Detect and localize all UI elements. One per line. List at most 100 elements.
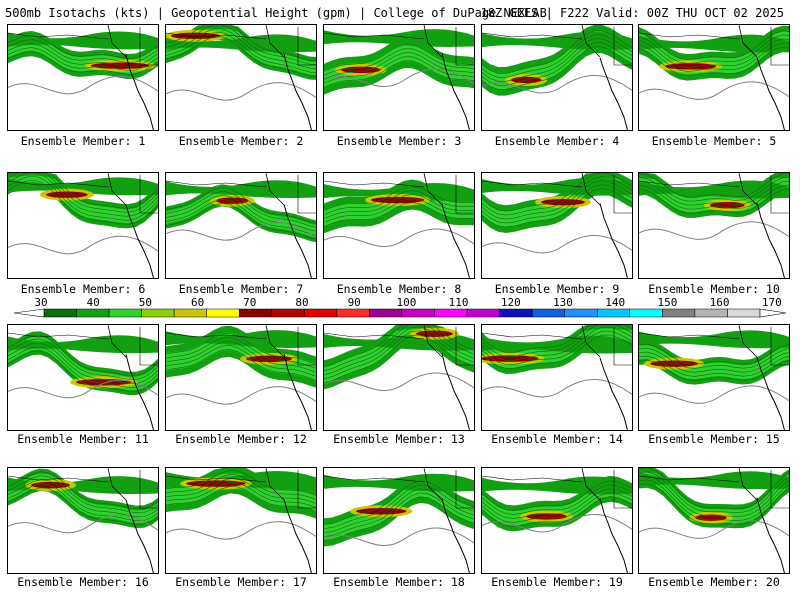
height-contour: [166, 386, 316, 405]
ensemble-panel-15: [638, 324, 790, 431]
panel-map: [639, 173, 789, 278]
country-border: [324, 32, 425, 40]
colorbar-swatch: [108, 308, 142, 318]
ensemble-panel-19: [481, 467, 633, 574]
panel-map: [324, 468, 474, 573]
panel-map: [324, 25, 474, 130]
height-contour: [324, 527, 474, 546]
isotach-north-band: [639, 471, 789, 490]
coastline-north: [423, 468, 443, 501]
state-border: [297, 470, 316, 509]
streamline: [166, 337, 316, 369]
panel-caption: Ensemble Member: 1: [20, 134, 146, 148]
coastline-north: [423, 173, 443, 206]
colorbar-svg: [13, 308, 787, 318]
colorbar-swatch: [304, 308, 338, 318]
colorbar-swatch: [239, 308, 273, 318]
streamline: [8, 346, 158, 388]
streamline: [639, 359, 789, 381]
colorbar-left-arrow: [13, 308, 45, 318]
panel-map: [8, 468, 158, 573]
state-border: [613, 27, 632, 66]
coastline: [756, 497, 785, 573]
panel-map: [324, 173, 474, 278]
coastline: [441, 203, 470, 278]
isotach-band-inner: [639, 472, 789, 524]
streamline: [324, 488, 474, 533]
state-border: [770, 175, 789, 214]
streamline: [639, 479, 789, 521]
state-border: [139, 470, 158, 509]
streamline: [482, 38, 632, 82]
streamline: [639, 176, 789, 202]
panel-map: [8, 25, 158, 130]
panel-map: [166, 325, 316, 430]
panel-caption: Ensemble Member: 20: [648, 575, 780, 589]
coastline-north: [581, 468, 601, 501]
panel-caption: Ensemble Member: 18: [333, 575, 465, 589]
height-contour: [8, 379, 158, 399]
coastline-north: [107, 468, 127, 501]
streamline: [166, 25, 316, 65]
panel-map: [482, 173, 632, 278]
streamline: [639, 30, 789, 60]
panel-caption: Ensemble Member: 14: [491, 432, 623, 446]
streamline: [324, 325, 474, 372]
streamline: [8, 338, 158, 380]
height-contour: [639, 385, 789, 404]
height-contour: [324, 372, 474, 391]
streamline: [639, 46, 789, 76]
streamline: [324, 325, 474, 368]
panel-caption: Ensemble Member: 5: [651, 134, 777, 148]
state-border: [613, 327, 632, 366]
colorbar-swatch: [401, 308, 435, 318]
isotach-north-band: [8, 476, 158, 495]
streamline: [166, 470, 316, 496]
streamline: [639, 173, 789, 198]
colorbar-label: 30: [34, 296, 48, 309]
panel-map: [8, 173, 158, 278]
streamline: [8, 342, 158, 384]
streamline: [166, 186, 316, 224]
isotach-band-inner: [166, 332, 316, 381]
state-border: [455, 327, 474, 366]
country-border: [639, 475, 740, 483]
coastline: [756, 202, 785, 278]
country-border: [8, 332, 109, 340]
streamline: [639, 355, 789, 377]
colorbar-swatch: [141, 308, 175, 318]
streamline: [482, 330, 632, 365]
isotach-core-red: [216, 197, 249, 204]
ensemble-panel-10: [638, 172, 790, 279]
country-border: [166, 475, 267, 483]
streamline: [482, 173, 632, 212]
colorbar-label: 130: [553, 296, 573, 309]
country-border: [639, 332, 740, 340]
isotach-band-inner: [8, 175, 158, 224]
isotach-band-inner: [8, 336, 158, 391]
state-border: [297, 27, 316, 66]
panel-map: [166, 173, 316, 278]
streamline: [324, 492, 474, 537]
height-contour: [8, 235, 158, 255]
coastline-north: [738, 468, 758, 501]
colorbar-swatch: [466, 308, 500, 318]
coastline: [283, 53, 312, 130]
streamline: [166, 25, 316, 61]
coastline-north: [423, 25, 443, 58]
streamline: [482, 180, 632, 220]
streamline: [324, 198, 474, 223]
header-left: 500mb Isotachs (kts) | Geopotential Heig…: [5, 6, 547, 20]
isotach-core-red: [356, 508, 407, 515]
colorbar-label: 150: [657, 296, 678, 309]
state-border: [139, 27, 158, 66]
ensemble-panel-2: [165, 24, 317, 131]
isotach-band-inner: [639, 345, 789, 380]
colorbar-label: 170: [761, 296, 782, 309]
ensemble-panel-17: [165, 467, 317, 574]
streamline: [166, 202, 316, 240]
streamline: [8, 47, 158, 71]
isotach-core-red: [46, 191, 88, 198]
isotach-north-band: [8, 177, 158, 196]
streamline: [166, 194, 316, 232]
